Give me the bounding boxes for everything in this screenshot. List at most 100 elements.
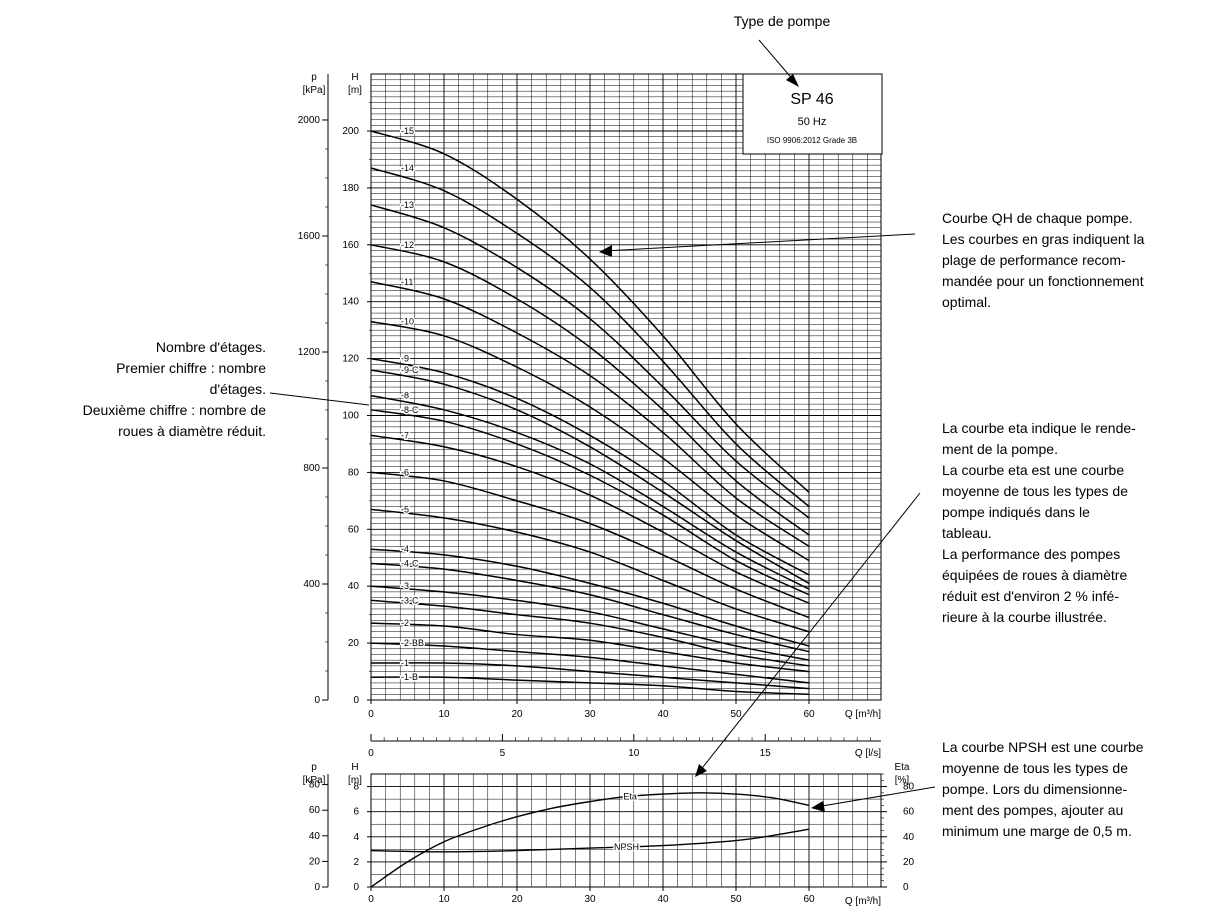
annotation-eta-line-7: La performance des pompes [942, 546, 1120, 562]
arrow-pump-type [758, 39, 796, 83]
q-axis-tick-label: 10 [438, 709, 450, 720]
arrow-npsh [815, 786, 936, 808]
qh-curve-1 [370, 662, 810, 690]
annotation-eta-line-6: tableau. [942, 525, 992, 541]
annotation-stages-line-4: Deuxième chiffre : nombre de [83, 402, 267, 418]
eta-axis-tick-label: 0 [903, 882, 909, 893]
lower-q-title: Q [m³/h] [845, 896, 881, 907]
pointer-arrows [269, 39, 936, 812]
qh-curve-13 [370, 204, 810, 519]
annotation-npsh-line-4: ment des pompes, ajouter au [942, 802, 1123, 818]
lower-kpa-unit: [kPa] [303, 775, 326, 786]
qh-curve-label-13: -13 [401, 200, 414, 210]
kpa-axis-title: p [311, 72, 317, 83]
lower-h-tick-label: 6 [353, 807, 359, 818]
qh-curve-6 [370, 471, 810, 619]
qh-curve-3 [370, 585, 810, 661]
qh-curve-label-3: -3 [401, 581, 409, 591]
qh-curve-12 [370, 244, 810, 536]
kpa-axis-tick-label: 800 [303, 463, 320, 474]
ls-axis-tick-label: 5 [500, 748, 506, 759]
annotation-stages-line-2: Premier chiffre : nombre [116, 360, 266, 376]
arrowhead-eta [695, 764, 707, 777]
annotation-pump-type: Type de pompe [734, 13, 831, 29]
q-axis-title: Q [m³/h] [845, 709, 881, 720]
annotation-npsh-line-3: pompe. Lors du dimensionne- [942, 781, 1128, 797]
pump-model: SP 46 [790, 91, 833, 108]
h-axis-tick-label: 80 [348, 467, 360, 478]
lower-q-tick-label: 20 [511, 894, 523, 905]
annotation-eta-line-8: équipées de roues à diamètre [942, 567, 1127, 583]
lower-q-tick-label: 50 [730, 894, 742, 905]
pump-frequency: 50 Hz [798, 116, 827, 128]
kpa-axis-tick-label: 0 [314, 695, 320, 706]
lower-q-tick-label: 10 [438, 894, 450, 905]
lower-kpa-tick-label: 0 [314, 882, 320, 893]
ls-axis-tick-label: 10 [628, 748, 640, 759]
lower-q-tick-label: 40 [657, 894, 669, 905]
qh-curve-label-5: -5 [401, 504, 409, 514]
q-axis-tick-label: 0 [368, 709, 374, 720]
annotation-eta-line-10: rieure à la courbe illustrée. [942, 609, 1107, 625]
eta-axis-tick-label: 60 [903, 807, 915, 818]
h-axis-tick-label: 140 [342, 297, 359, 308]
info-box-frame [742, 73, 883, 155]
qh-curve-label-6: -6 [401, 467, 409, 477]
qh-curve-8 [370, 394, 810, 590]
annotation-npsh-line-5: minimum une marge de 0,5 m. [942, 823, 1132, 839]
qh-curve-label-14: -14 [401, 163, 414, 173]
qh-curve-3-C [370, 599, 810, 667]
lower-h-tick-label: 0 [353, 882, 359, 893]
annotation-qh-line-1: Courbe QH de chaque pompe. [942, 210, 1133, 226]
arrow-qh [603, 233, 916, 252]
lower-q-tick-label: 0 [368, 894, 374, 905]
q-axis-tick-label: 30 [584, 709, 596, 720]
qh-curve-11 [370, 281, 810, 547]
npsh-curve [370, 828, 810, 853]
q-axis-tick-label: 50 [730, 709, 742, 720]
arrow-stages [269, 392, 370, 406]
annotations: Type de pompe Nombre d'étages. Premier c… [83, 13, 1145, 839]
q-axis-tick-label: 40 [657, 709, 669, 720]
lower-h-title: H [351, 762, 358, 773]
annotation-stages-line-1: Nombre d'étages. [156, 339, 266, 355]
qh-curve-10 [370, 320, 810, 562]
h-axis-tick-label: 60 [348, 524, 360, 535]
qh-curve-label-9-C: -9-C [401, 365, 419, 375]
qh-curve-label-11: -11 [401, 277, 413, 287]
annotation-stages-line-5: roues à diamètre réduit. [118, 423, 266, 439]
h-axis-title: H [351, 72, 358, 83]
kpa-axis-tick-label: 1200 [298, 347, 321, 358]
qh-curve-2 [370, 622, 810, 673]
qh-curve-label-4-C: -4-C [401, 558, 419, 568]
h-axis-tick-label: 200 [342, 126, 359, 137]
lower-kpa-tick-label: 20 [309, 856, 321, 867]
lower-kpa-tick-label: 80 [309, 780, 321, 791]
ls-axis-tick-label: 15 [760, 748, 772, 759]
lower-kpa-tick-label: 60 [309, 805, 321, 816]
annotation-eta-line-9: réduit est d'environ 2 % infé- [942, 588, 1119, 604]
qh-curves: -15 -14 -13 -12 -11 -10 -9-9-C -8 -8-C -7 -6 -5 -4 -4… [370, 125, 810, 696]
h-axis-tick-label: 120 [342, 354, 359, 365]
arrowhead-npsh [811, 801, 825, 812]
annotation-qh-line-5: optimal. [942, 294, 991, 310]
qh-curve-label-3-C: -3-C [401, 595, 419, 605]
annotation-eta-line-4: moyenne de tous les types de [942, 483, 1128, 499]
q-axis-tick-label: 20 [511, 709, 523, 720]
eta-curve [370, 792, 810, 888]
annotation-stages-line-3: d'étages. [210, 381, 266, 397]
arrowhead-qh [599, 245, 612, 257]
qh-curve-label-8-C: -8-C [401, 405, 419, 415]
h-axis-tick-label: 40 [348, 581, 360, 592]
qh-curve-label-2: -2 [401, 618, 409, 628]
annotation-eta-line-3: La courbe eta est une courbe [942, 462, 1124, 478]
qh-curve-4-C [370, 562, 810, 653]
qh-curve-label-8: -8 [401, 391, 409, 401]
eta-axis-unit: [%] [895, 775, 910, 786]
pump-info-box: SP 46 50 Hz ISO 9906:2012 Grade 3B [742, 73, 883, 155]
h-axis-unit: [m] [348, 85, 362, 96]
annotation-eta-line-5: pompe indiqués dans le [942, 504, 1090, 520]
eta-curve-label: Eta [623, 792, 637, 802]
qh-curve-label-2-BB: -2-BB [401, 638, 424, 648]
